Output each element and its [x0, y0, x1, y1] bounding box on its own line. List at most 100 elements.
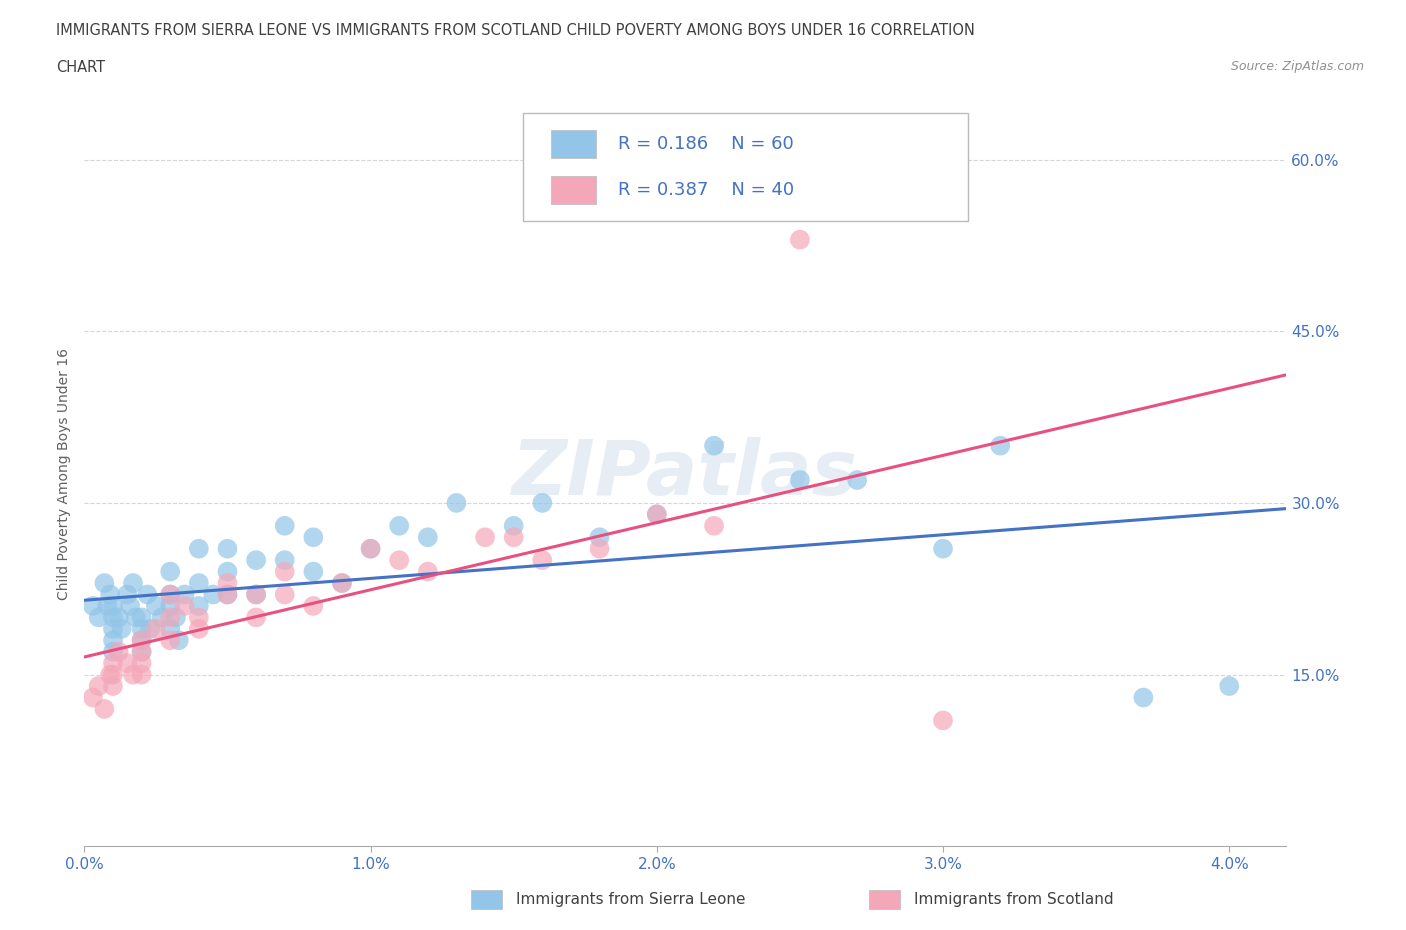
- Text: CHART: CHART: [56, 60, 105, 75]
- Point: [131, 656, 153, 671]
- Text: Source: ZipAtlas.com: Source: ZipAtlas.com: [1230, 60, 1364, 73]
- Point: [101, 679, 124, 694]
- FancyBboxPatch shape: [523, 113, 967, 221]
- Point: [274, 565, 297, 579]
- Point: [159, 587, 181, 602]
- Point: [531, 552, 554, 567]
- FancyBboxPatch shape: [551, 130, 596, 158]
- Point: [502, 518, 524, 533]
- Point: [703, 438, 725, 453]
- Point: [388, 518, 411, 533]
- Point: [120, 599, 142, 614]
- Point: [82, 599, 104, 614]
- Text: R = 0.186    N = 60: R = 0.186 N = 60: [619, 135, 794, 153]
- Point: [159, 610, 181, 625]
- Point: [131, 632, 153, 647]
- Point: [789, 472, 811, 487]
- Point: [302, 599, 325, 614]
- Point: [645, 507, 668, 522]
- Point: [131, 644, 153, 659]
- Point: [139, 621, 162, 636]
- Point: [136, 587, 159, 602]
- Point: [131, 644, 153, 659]
- Point: [187, 610, 209, 625]
- Point: [388, 552, 411, 567]
- Point: [502, 530, 524, 545]
- Point: [122, 576, 145, 591]
- Point: [360, 541, 382, 556]
- Y-axis label: Child Poverty Among Boys Under 16: Child Poverty Among Boys Under 16: [58, 349, 72, 600]
- Point: [988, 438, 1011, 453]
- Point: [107, 644, 129, 659]
- Point: [446, 496, 468, 511]
- Point: [101, 632, 124, 647]
- FancyBboxPatch shape: [551, 176, 596, 205]
- Point: [173, 587, 195, 602]
- Text: R = 0.387    N = 40: R = 0.387 N = 40: [619, 181, 794, 199]
- Point: [131, 667, 153, 682]
- Point: [107, 610, 129, 625]
- Point: [531, 496, 554, 511]
- Point: [159, 632, 181, 647]
- Point: [588, 541, 610, 556]
- Point: [101, 667, 124, 682]
- Text: Immigrants from Sierra Leone: Immigrants from Sierra Leone: [516, 892, 745, 907]
- Point: [125, 610, 148, 625]
- Point: [101, 610, 124, 625]
- Point: [245, 552, 267, 567]
- Point: [416, 530, 439, 545]
- Point: [416, 565, 439, 579]
- Point: [98, 587, 121, 602]
- Point: [82, 690, 104, 705]
- Point: [87, 610, 110, 625]
- Point: [101, 599, 124, 614]
- Point: [789, 232, 811, 247]
- Point: [330, 576, 353, 591]
- Point: [217, 576, 239, 591]
- Point: [87, 679, 110, 694]
- Point: [187, 541, 209, 556]
- Point: [110, 621, 132, 636]
- Point: [131, 632, 153, 647]
- Point: [131, 621, 153, 636]
- Point: [202, 587, 225, 602]
- Point: [274, 587, 297, 602]
- Point: [96, 599, 118, 614]
- Point: [173, 599, 195, 614]
- Point: [131, 610, 153, 625]
- Point: [122, 667, 145, 682]
- Point: [645, 507, 668, 522]
- Point: [932, 541, 955, 556]
- Text: Immigrants from Scotland: Immigrants from Scotland: [914, 892, 1114, 907]
- Point: [217, 587, 239, 602]
- Point: [274, 552, 297, 567]
- Point: [165, 610, 187, 625]
- Point: [217, 565, 239, 579]
- Point: [101, 656, 124, 671]
- Point: [245, 587, 267, 602]
- Point: [302, 565, 325, 579]
- Point: [145, 599, 167, 614]
- Point: [245, 610, 267, 625]
- Point: [217, 587, 239, 602]
- Point: [117, 656, 139, 671]
- Point: [1132, 690, 1154, 705]
- Point: [274, 518, 297, 533]
- Point: [101, 621, 124, 636]
- Point: [846, 472, 869, 487]
- Point: [932, 713, 955, 728]
- Point: [187, 621, 209, 636]
- Point: [588, 530, 610, 545]
- Point: [167, 632, 190, 647]
- Point: [145, 621, 167, 636]
- Point: [150, 610, 173, 625]
- Point: [159, 565, 181, 579]
- Point: [217, 541, 239, 556]
- Point: [159, 587, 181, 602]
- Point: [159, 599, 181, 614]
- Point: [159, 621, 181, 636]
- Point: [98, 667, 121, 682]
- Point: [330, 576, 353, 591]
- Point: [474, 530, 496, 545]
- Point: [117, 587, 139, 602]
